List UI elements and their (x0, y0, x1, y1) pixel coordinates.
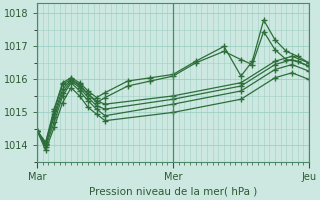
X-axis label: Pression niveau de la mer( hPa ): Pression niveau de la mer( hPa ) (89, 187, 257, 197)
